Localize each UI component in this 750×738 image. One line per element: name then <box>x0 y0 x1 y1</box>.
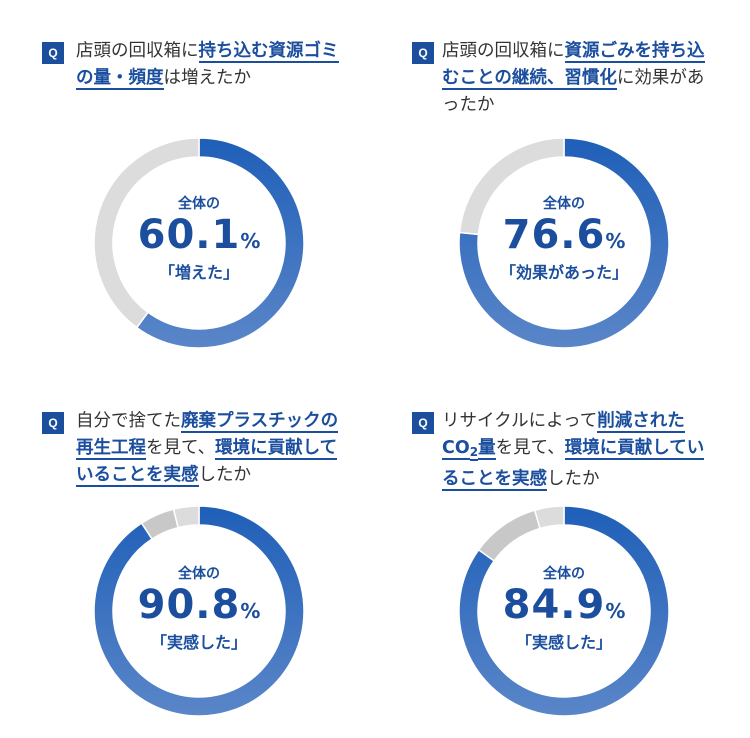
donut-slice-main <box>458 137 670 349</box>
center-unit: % <box>605 599 626 623</box>
donut-slice-rest <box>458 137 565 236</box>
chart-panel-1: Q 店頭の回収箱に持ち込む資源ゴミの量・頻度は増えたか 全体の 60.1% 「増… <box>0 0 360 360</box>
donut-slice-rest <box>477 509 541 562</box>
question-highlight: 廃棄プラスチックの再生工程 <box>76 411 339 460</box>
question-badge: Q <box>412 42 434 64</box>
donut-slice-rest <box>93 137 200 329</box>
question-segment: を見て、 <box>146 438 216 458</box>
question-badge: Q <box>42 42 64 64</box>
question-text: 自分で捨てた廃棄プラスチックの再生工程を見て、環境に貢献していることを実感したか <box>76 408 344 489</box>
donut-slice-rest <box>172 505 200 529</box>
donut-center: 全体の 84.9% 「実感した」 <box>456 563 672 653</box>
donut-chart <box>458 505 670 717</box>
center-label: 全体の <box>178 196 220 212</box>
question-highlight: 環境に貢献していることを実感 <box>76 438 338 487</box>
donut-center: 全体の 90.8% 「実感した」 <box>91 563 307 653</box>
chart-panel-3: Q 自分で捨てた廃棄プラスチックの再生工程を見て、環境に貢献していることを実感し… <box>0 370 360 730</box>
donut-slice-main <box>458 505 670 717</box>
donut-chart <box>93 137 305 349</box>
question-segment: 自分で捨てた <box>76 411 181 431</box>
chart-panel-2: Q 店頭の回収箱に資源ごみを持ち込むことの継続、習慣化に効果があったか 全体の … <box>375 0 735 360</box>
donut-chart <box>458 137 670 349</box>
question-text: 店頭の回収箱に資源ごみを持ち込むことの継続、習慣化に効果があったか <box>442 38 710 119</box>
question-segment: に効果があったか <box>442 68 705 115</box>
donut-chart <box>93 505 305 717</box>
donut-center: 全体の 60.1% 「増えた」 <box>91 193 307 283</box>
center-tag: 「実感した」 <box>515 633 612 652</box>
question-highlight: 2 <box>469 445 479 461</box>
center-tag: 「効果があった」 <box>499 263 628 282</box>
center-value: 84.9 <box>502 582 606 628</box>
question-badge: Q <box>412 412 434 434</box>
question-text: リサイクルによって削減されたCO2量を見て、環境に貢献していることを実感したか <box>442 408 710 493</box>
center-unit: % <box>605 229 626 253</box>
center-value: 60.1 <box>137 212 241 258</box>
center-unit: % <box>240 599 261 623</box>
donut-center: 全体の 76.6% 「効果があった」 <box>456 193 672 283</box>
donut-slice-main <box>93 505 305 717</box>
question-highlight: 量 <box>478 438 496 460</box>
question-highlight: 資源ごみを持ち込むことの継続、習慣化 <box>442 41 705 90</box>
chart-panel-4: Q リサイクルによって削減されたCO2量を見て、環境に貢献していることを実感した… <box>375 370 735 730</box>
question-badge: Q <box>42 412 64 434</box>
question-highlight: 削減されたCO <box>442 411 685 460</box>
question-segment: したか <box>198 465 252 485</box>
center-unit: % <box>240 229 261 253</box>
donut-slice-rest <box>533 505 565 530</box>
center-label: 全体の <box>178 566 220 582</box>
question-segment: を見て、 <box>495 438 565 458</box>
question-segment: リサイクルによって <box>442 411 598 431</box>
center-label: 全体の <box>543 196 585 212</box>
question-segment: したか <box>547 469 600 489</box>
question-segment: 店頭の回収箱に <box>76 41 199 61</box>
question-text: 店頭の回収箱に持ち込む資源ゴミの量・頻度は増えたか <box>76 38 344 92</box>
question-segment: は増えたか <box>163 68 252 88</box>
question-segment: 店頭の回収箱に <box>442 41 565 61</box>
question-highlight: 持ち込む資源ゴミの量・頻度 <box>76 41 339 90</box>
center-label: 全体の <box>543 566 585 582</box>
question-highlight: 環境に貢献していることを実感 <box>442 438 705 491</box>
center-value: 90.8 <box>137 582 241 628</box>
center-tag: 「増えた」 <box>158 263 239 282</box>
center-value: 76.6 <box>502 212 606 258</box>
center-tag: 「実感した」 <box>150 633 247 652</box>
